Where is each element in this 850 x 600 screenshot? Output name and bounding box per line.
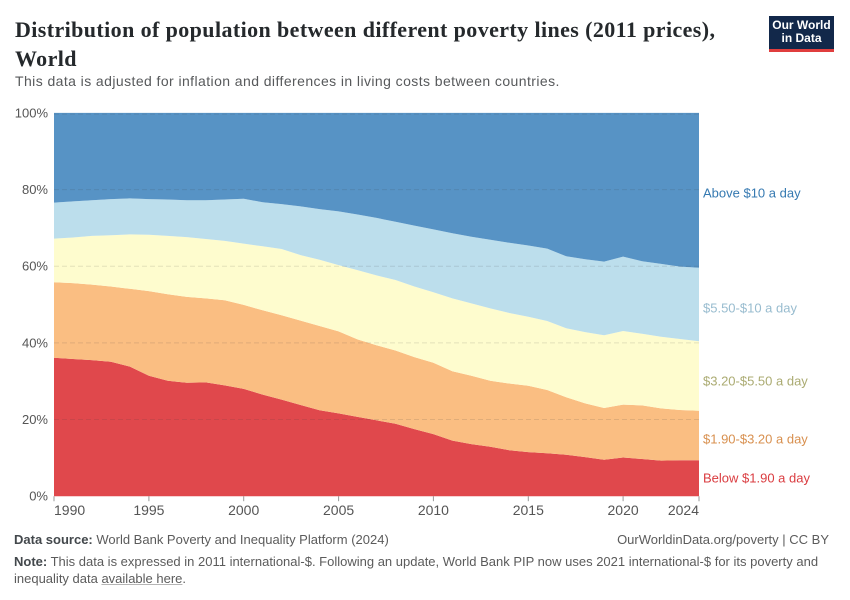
- svg-text:40%: 40%: [22, 335, 48, 350]
- svg-text:2015: 2015: [513, 502, 544, 518]
- svg-text:2024: 2024: [668, 502, 699, 518]
- svg-text:$1.90-$3.20 a day: $1.90-$3.20 a day: [703, 432, 808, 447]
- svg-text:$5.50-$10 a day: $5.50-$10 a day: [703, 301, 797, 316]
- svg-text:2020: 2020: [608, 502, 639, 518]
- svg-text:1990: 1990: [54, 502, 85, 518]
- svg-text:1995: 1995: [133, 502, 164, 518]
- svg-text:60%: 60%: [22, 259, 48, 274]
- svg-text:100%: 100%: [15, 105, 49, 120]
- svg-text:Below $1.90 a day: Below $1.90 a day: [703, 471, 810, 486]
- svg-text:$3.20-$5.50 a day: $3.20-$5.50 a day: [703, 374, 808, 389]
- svg-text:0%: 0%: [29, 489, 48, 504]
- svg-text:20%: 20%: [22, 412, 48, 427]
- svg-text:2010: 2010: [418, 502, 449, 518]
- svg-text:2000: 2000: [228, 502, 259, 518]
- svg-text:Above $10 a day: Above $10 a day: [703, 186, 801, 201]
- svg-text:80%: 80%: [22, 182, 48, 197]
- svg-text:2005: 2005: [323, 502, 354, 518]
